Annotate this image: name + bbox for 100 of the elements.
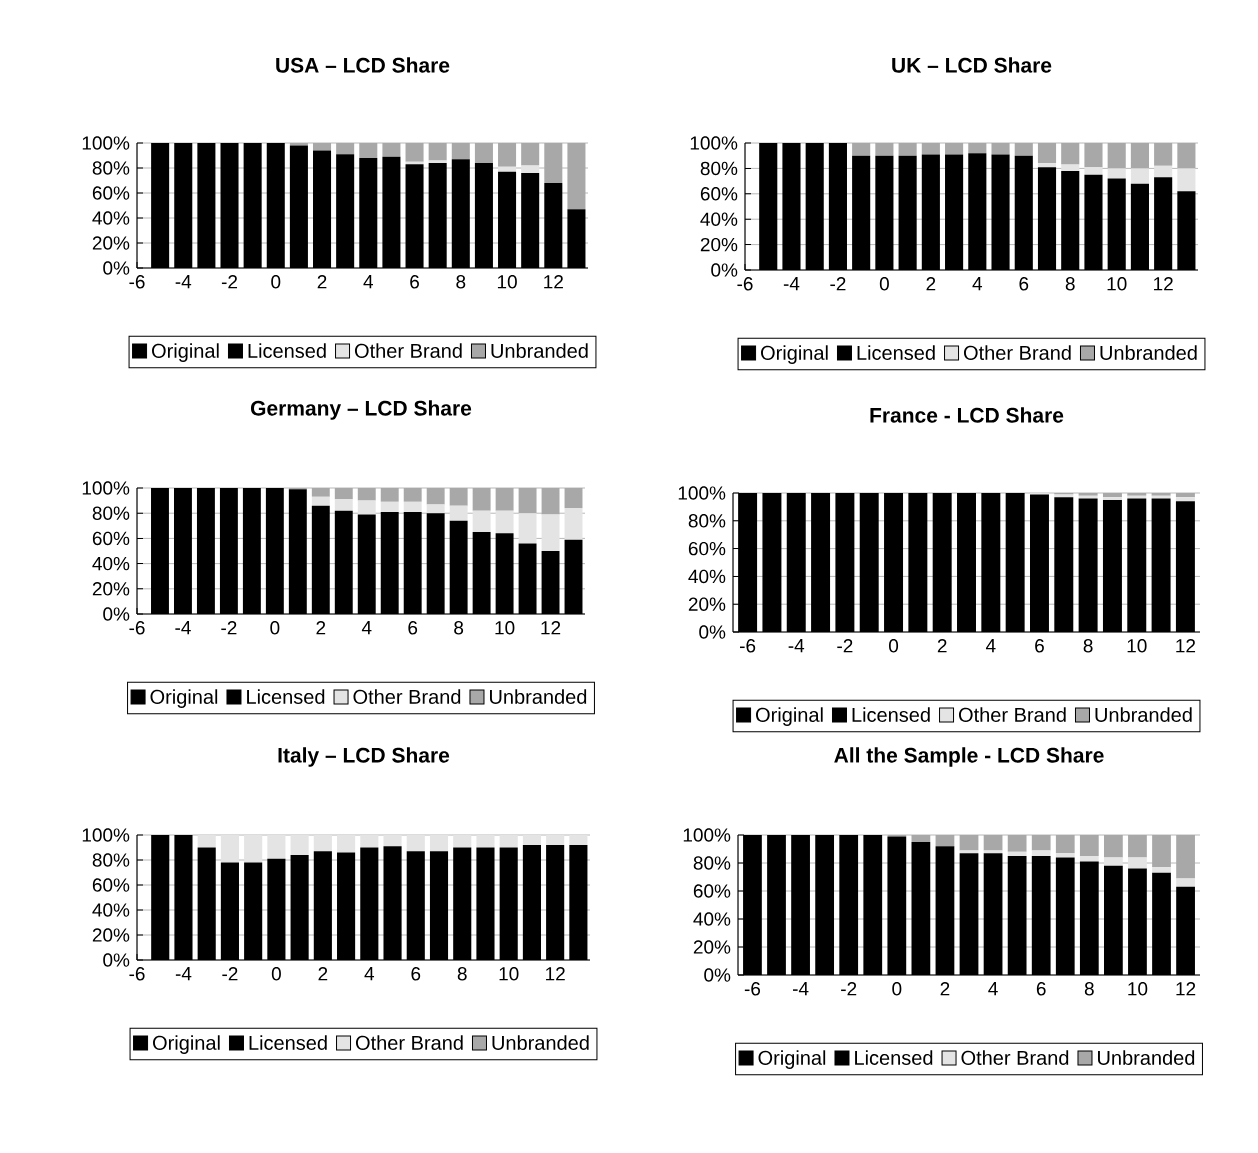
y-tick-label: 60%	[693, 884, 731, 898]
legend-label: Unbranded	[1098, 1050, 1195, 1065]
legend-label: Other Brand	[353, 689, 461, 704]
x-tick-label: 2	[317, 275, 327, 289]
x-tick-label: -6	[129, 967, 145, 981]
x-tick-label: 0	[889, 639, 899, 653]
y-tick-label: 20%	[700, 237, 738, 252]
x-tick-label: 12	[541, 621, 561, 635]
x-tick-label: 6	[1035, 639, 1044, 653]
x-tick-label: -4	[792, 982, 809, 996]
x-tick-label: 4	[985, 639, 996, 653]
legend-label: Other Brand	[958, 707, 1066, 722]
legend-label: Other Brand	[963, 345, 1071, 360]
y-tick-label: 20%	[92, 582, 130, 596]
legend-label: Other Brand	[354, 343, 462, 358]
legend-label: Unbranded	[490, 689, 587, 704]
y-tick-label: 100%	[678, 486, 726, 500]
y-tick-label: 60%	[92, 878, 130, 892]
x-tick-label: 2	[937, 639, 947, 653]
x-tick-label: 10	[499, 967, 519, 981]
x-tick-label: 10	[495, 621, 515, 635]
legend-label: Unbranded	[1095, 707, 1192, 722]
x-tick-label: 0	[892, 982, 902, 996]
x-tick-label: -4	[788, 639, 805, 653]
y-tick-label: 80%	[700, 161, 738, 176]
legend-label: Other Brand	[961, 1050, 1069, 1065]
y-tick-label: 40%	[92, 211, 130, 225]
x-tick-label: 6	[411, 967, 421, 981]
x-tick-label: -6	[740, 639, 756, 653]
y-tick-label: 0%	[103, 607, 130, 621]
x-tick-label: -4	[175, 275, 192, 289]
x-tick-label: 10	[1128, 982, 1148, 996]
x-tick-label: 8	[457, 967, 467, 981]
x-tick-label: -2	[221, 621, 237, 635]
x-tick-label: 6	[1036, 982, 1046, 996]
x-tick-label: 0	[879, 277, 889, 291]
y-tick-label: 100%	[683, 828, 731, 842]
y-tick-label: 80%	[693, 856, 731, 870]
x-tick-label: 8	[1084, 982, 1094, 996]
x-tick-label: 6	[408, 621, 418, 635]
x-tick-label: 2	[318, 967, 328, 981]
legend-label: Unbranded	[492, 1035, 589, 1050]
x-tick-label: -2	[222, 967, 238, 981]
y-tick-label: 100%	[82, 828, 130, 842]
legend-label: Original	[758, 1050, 826, 1069]
x-tick-label: -4	[175, 621, 191, 635]
chart-title: UK – LCD Share	[892, 57, 1052, 73]
x-tick-label: 10	[1107, 277, 1127, 291]
y-tick-label: 40%	[688, 569, 726, 584]
y-tick-label: 40%	[92, 556, 130, 571]
legend-label: Original	[153, 1035, 220, 1054]
x-tick-label: 4	[363, 275, 374, 289]
x-tick-label: -4	[783, 277, 800, 291]
x-tick-label: 4	[972, 277, 983, 291]
chart-title: France - LCD Share	[870, 407, 1064, 423]
x-tick-label: -2	[221, 275, 238, 289]
legend-label: Original	[761, 345, 828, 364]
y-tick-label: 0%	[699, 625, 726, 639]
chart-title: USA – LCD Share	[276, 57, 450, 73]
x-tick-label: 0	[271, 967, 281, 981]
y-tick-label: 100%	[690, 136, 738, 150]
x-tick-label: 4	[988, 982, 998, 996]
x-tick-label: 0	[271, 275, 281, 289]
chart-title: Germany – LCD Share	[250, 400, 472, 420]
chart-title: Italy – LCD Share	[278, 747, 450, 767]
x-tick-label: -6	[737, 277, 753, 291]
x-tick-label: 4	[361, 621, 372, 635]
legend-label: Unbranded	[491, 343, 588, 358]
y-tick-label: 0%	[704, 968, 731, 982]
x-tick-label: -4	[175, 967, 192, 981]
x-tick-label: 8	[456, 275, 466, 289]
y-tick-label: 100%	[82, 136, 130, 150]
x-tick-label: -2	[837, 639, 853, 653]
x-tick-label: 12	[1154, 277, 1173, 291]
y-tick-label: 40%	[693, 912, 731, 926]
x-tick-label: 12	[544, 275, 563, 289]
legend-label: Unbranded	[1100, 345, 1197, 360]
x-tick-label: 6	[410, 275, 419, 289]
y-tick-label: 60%	[700, 187, 738, 201]
x-tick-label: 2	[940, 982, 950, 996]
legend-label: Licensed	[248, 343, 326, 358]
y-tick-label: 40%	[92, 903, 130, 917]
y-tick-label: 20%	[92, 236, 130, 250]
y-tick-label: 80%	[92, 506, 130, 520]
legend-label: Licensed	[852, 707, 930, 722]
x-tick-label: 6	[1019, 277, 1029, 291]
legend-label: Original	[152, 343, 219, 362]
y-tick-label: 20%	[92, 928, 130, 942]
legend-label: Other Brand	[355, 1035, 463, 1050]
x-tick-label: -6	[129, 275, 145, 289]
x-tick-label: 0	[270, 621, 280, 635]
y-tick-label: 80%	[92, 161, 130, 175]
legend-label: Licensed	[855, 1050, 933, 1065]
x-tick-label: -6	[129, 621, 145, 635]
y-tick-label: 40%	[700, 212, 738, 226]
x-tick-label: 8	[454, 621, 464, 635]
x-tick-label: 10	[1127, 639, 1147, 653]
legend-label: Licensed	[249, 1035, 327, 1050]
y-tick-label: 20%	[688, 597, 726, 611]
y-tick-label: 60%	[92, 531, 130, 546]
